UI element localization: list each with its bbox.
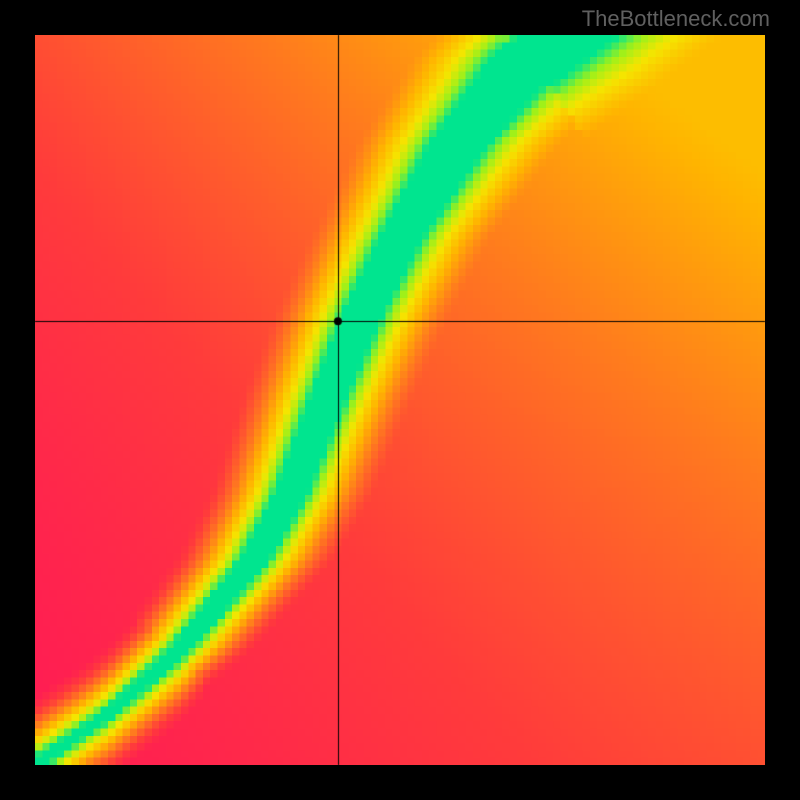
crosshair-overlay	[0, 0, 800, 800]
chart-container: TheBottleneck.com	[0, 0, 800, 800]
watermark-label: TheBottleneck.com	[582, 6, 770, 32]
